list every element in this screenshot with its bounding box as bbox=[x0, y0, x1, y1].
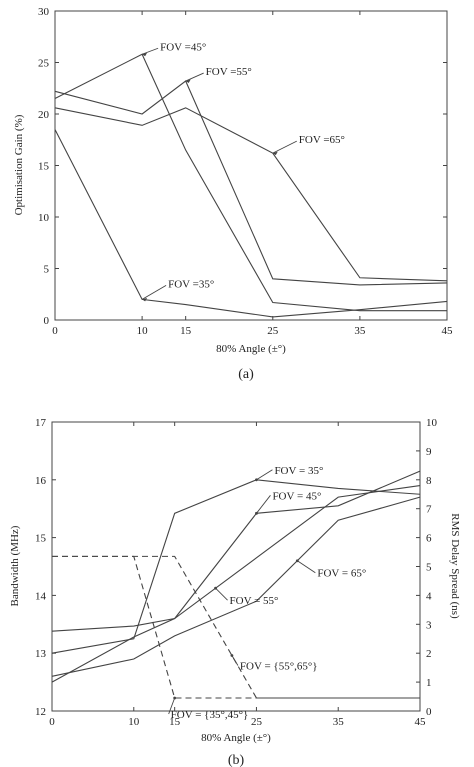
panel-a-caption: (a) bbox=[238, 367, 254, 382]
annotation-arrowhead bbox=[272, 151, 278, 156]
annotation-fov-55: FOV =55° bbox=[206, 66, 252, 78]
annotation-arrow bbox=[185, 72, 204, 82]
annotation-fov-55-65: FOV = {55°,65°} bbox=[240, 661, 318, 673]
b-ytick-left-label: 15 bbox=[35, 533, 47, 545]
a-ytick-label: 20 bbox=[38, 109, 50, 121]
a-xtick-label: 15 bbox=[180, 325, 192, 337]
annotation-arrowhead bbox=[295, 559, 299, 563]
b-ytick-right-label: 1 bbox=[426, 677, 432, 689]
panel-b-annotations: FOV = 35° FOV = 45° FOV = 55° FOV = 65° FOV … bbox=[168, 465, 366, 721]
annotation-arrowhead bbox=[255, 478, 258, 482]
series-line-fov-35 bbox=[51, 479, 421, 654]
annotation-arrow bbox=[141, 285, 167, 300]
a-xtick-label: 10 bbox=[137, 325, 149, 337]
a-ytick-label: 30 bbox=[38, 6, 50, 18]
b-ytick-left-label: 13 bbox=[35, 648, 47, 660]
b-ytick-right-label: 7 bbox=[426, 504, 432, 516]
a-xtick-label: 25 bbox=[267, 325, 279, 337]
series-line-fov-55 bbox=[54, 80, 448, 286]
b-ytick-right-label: 3 bbox=[426, 619, 432, 631]
annotation-fov-55: FOV = 55° bbox=[230, 595, 279, 607]
plot-frame-a bbox=[54, 10, 448, 321]
panel-a: 0 10 15 25 35 45 0 5 10 15 20 25 30 FOV =35° FOV =45°… bbox=[13, 6, 453, 382]
series-line-fov-55-65 bbox=[52, 555, 420, 699]
b-ytick-right-label: 9 bbox=[426, 446, 432, 458]
b-xtick-label: 10 bbox=[128, 716, 140, 728]
series-line-fov-45 bbox=[51, 470, 421, 683]
a-ytick-label: 15 bbox=[38, 161, 50, 173]
plot-frame-b bbox=[51, 421, 421, 712]
annotation-fov-45: FOV =45° bbox=[160, 41, 206, 53]
panel-b-ylabel-right: RMS Delay Spread (ns) bbox=[449, 513, 461, 619]
annotation-arrow bbox=[168, 697, 176, 715]
annotation-arrowhead bbox=[255, 511, 258, 515]
a-xtick-label: 45 bbox=[442, 325, 454, 337]
annotation-arrowhead bbox=[214, 586, 217, 590]
b-xtick-label: 15 bbox=[169, 716, 181, 728]
a-ytick-label: 0 bbox=[44, 315, 50, 327]
series-line-fov-65 bbox=[51, 496, 421, 677]
b-ytick-right-label: 5 bbox=[426, 562, 432, 574]
annotation-arrowhead bbox=[142, 52, 148, 57]
b-ytick-left-label: 17 bbox=[35, 417, 47, 429]
panel-b-ylabel-left: Bandwidth (MHz) bbox=[9, 525, 21, 606]
annotation-arrowhead bbox=[185, 79, 191, 84]
annotation-arrow bbox=[297, 560, 316, 574]
panel-a-annotations: FOV =35° FOV =45° FOV =55° FOV =65° bbox=[141, 41, 345, 302]
annotation-arrow bbox=[256, 469, 273, 481]
panel-b-caption: (b) bbox=[228, 753, 245, 767]
a-ytick-label: 25 bbox=[38, 58, 50, 70]
b-ytick-right-label: 4 bbox=[426, 590, 432, 602]
annotation-fov-35: FOV =35° bbox=[168, 278, 214, 290]
annotation-arrowhead bbox=[173, 696, 177, 700]
b-ytick-right-label: 8 bbox=[426, 475, 432, 487]
panel-b-xlabel: 80% Angle (±°) bbox=[201, 732, 271, 744]
annotation-arrow bbox=[256, 495, 271, 514]
panel-a-ticks: 0 10 15 25 35 45 0 5 10 15 20 25 30 bbox=[38, 6, 453, 337]
b-ytick-right-label: 2 bbox=[426, 648, 432, 660]
series-line-fov-45 bbox=[54, 53, 447, 312]
b-ytick-left-label: 16 bbox=[35, 475, 47, 487]
annotation-fov-65: FOV =65° bbox=[299, 134, 345, 146]
annotation-fov-45: FOV = 45° bbox=[272, 490, 321, 502]
b-xtick-label: 25 bbox=[251, 716, 263, 728]
b-xtick-label: 0 bbox=[49, 716, 55, 728]
panel-a-ylabel: Optimisation Gain (%) bbox=[13, 114, 25, 215]
a-xtick-label: 35 bbox=[354, 325, 366, 337]
annotation-arrow bbox=[231, 655, 239, 666]
b-xtick-label: 35 bbox=[333, 716, 345, 728]
b-ytick-right-label: 10 bbox=[426, 417, 438, 429]
annotation-arrowhead bbox=[230, 654, 234, 657]
series-line-fov-35-45 bbox=[52, 555, 420, 699]
a-ytick-label: 5 bbox=[44, 264, 50, 276]
annotation-fov-65: FOV = 65° bbox=[317, 568, 366, 580]
b-ytick-right-label: 6 bbox=[426, 533, 432, 545]
a-ytick-label: 10 bbox=[38, 212, 50, 224]
annotation-arrow bbox=[272, 140, 297, 154]
annotation-fov-35-45: FOV = {35°,45°} bbox=[171, 709, 249, 721]
annotation-fov-35: FOV = 35° bbox=[274, 465, 323, 477]
b-ytick-right-label: 0 bbox=[426, 706, 432, 718]
panel-a-xlabel: 80% Angle (±°) bbox=[216, 343, 286, 355]
panel-b-lines bbox=[51, 470, 421, 699]
b-xtick-label: 45 bbox=[415, 716, 427, 728]
annotation-arrowhead bbox=[142, 297, 148, 302]
a-xtick-label: 0 bbox=[52, 325, 58, 337]
series-line-fov-65 bbox=[54, 107, 448, 282]
b-ytick-left-label: 14 bbox=[35, 590, 47, 602]
panel-a-lines bbox=[54, 53, 448, 318]
annotation-arrow bbox=[215, 587, 228, 601]
annotation-arrow bbox=[141, 47, 159, 55]
series-line-fov-35 bbox=[54, 129, 448, 318]
b-ytick-left-label: 12 bbox=[35, 706, 46, 718]
